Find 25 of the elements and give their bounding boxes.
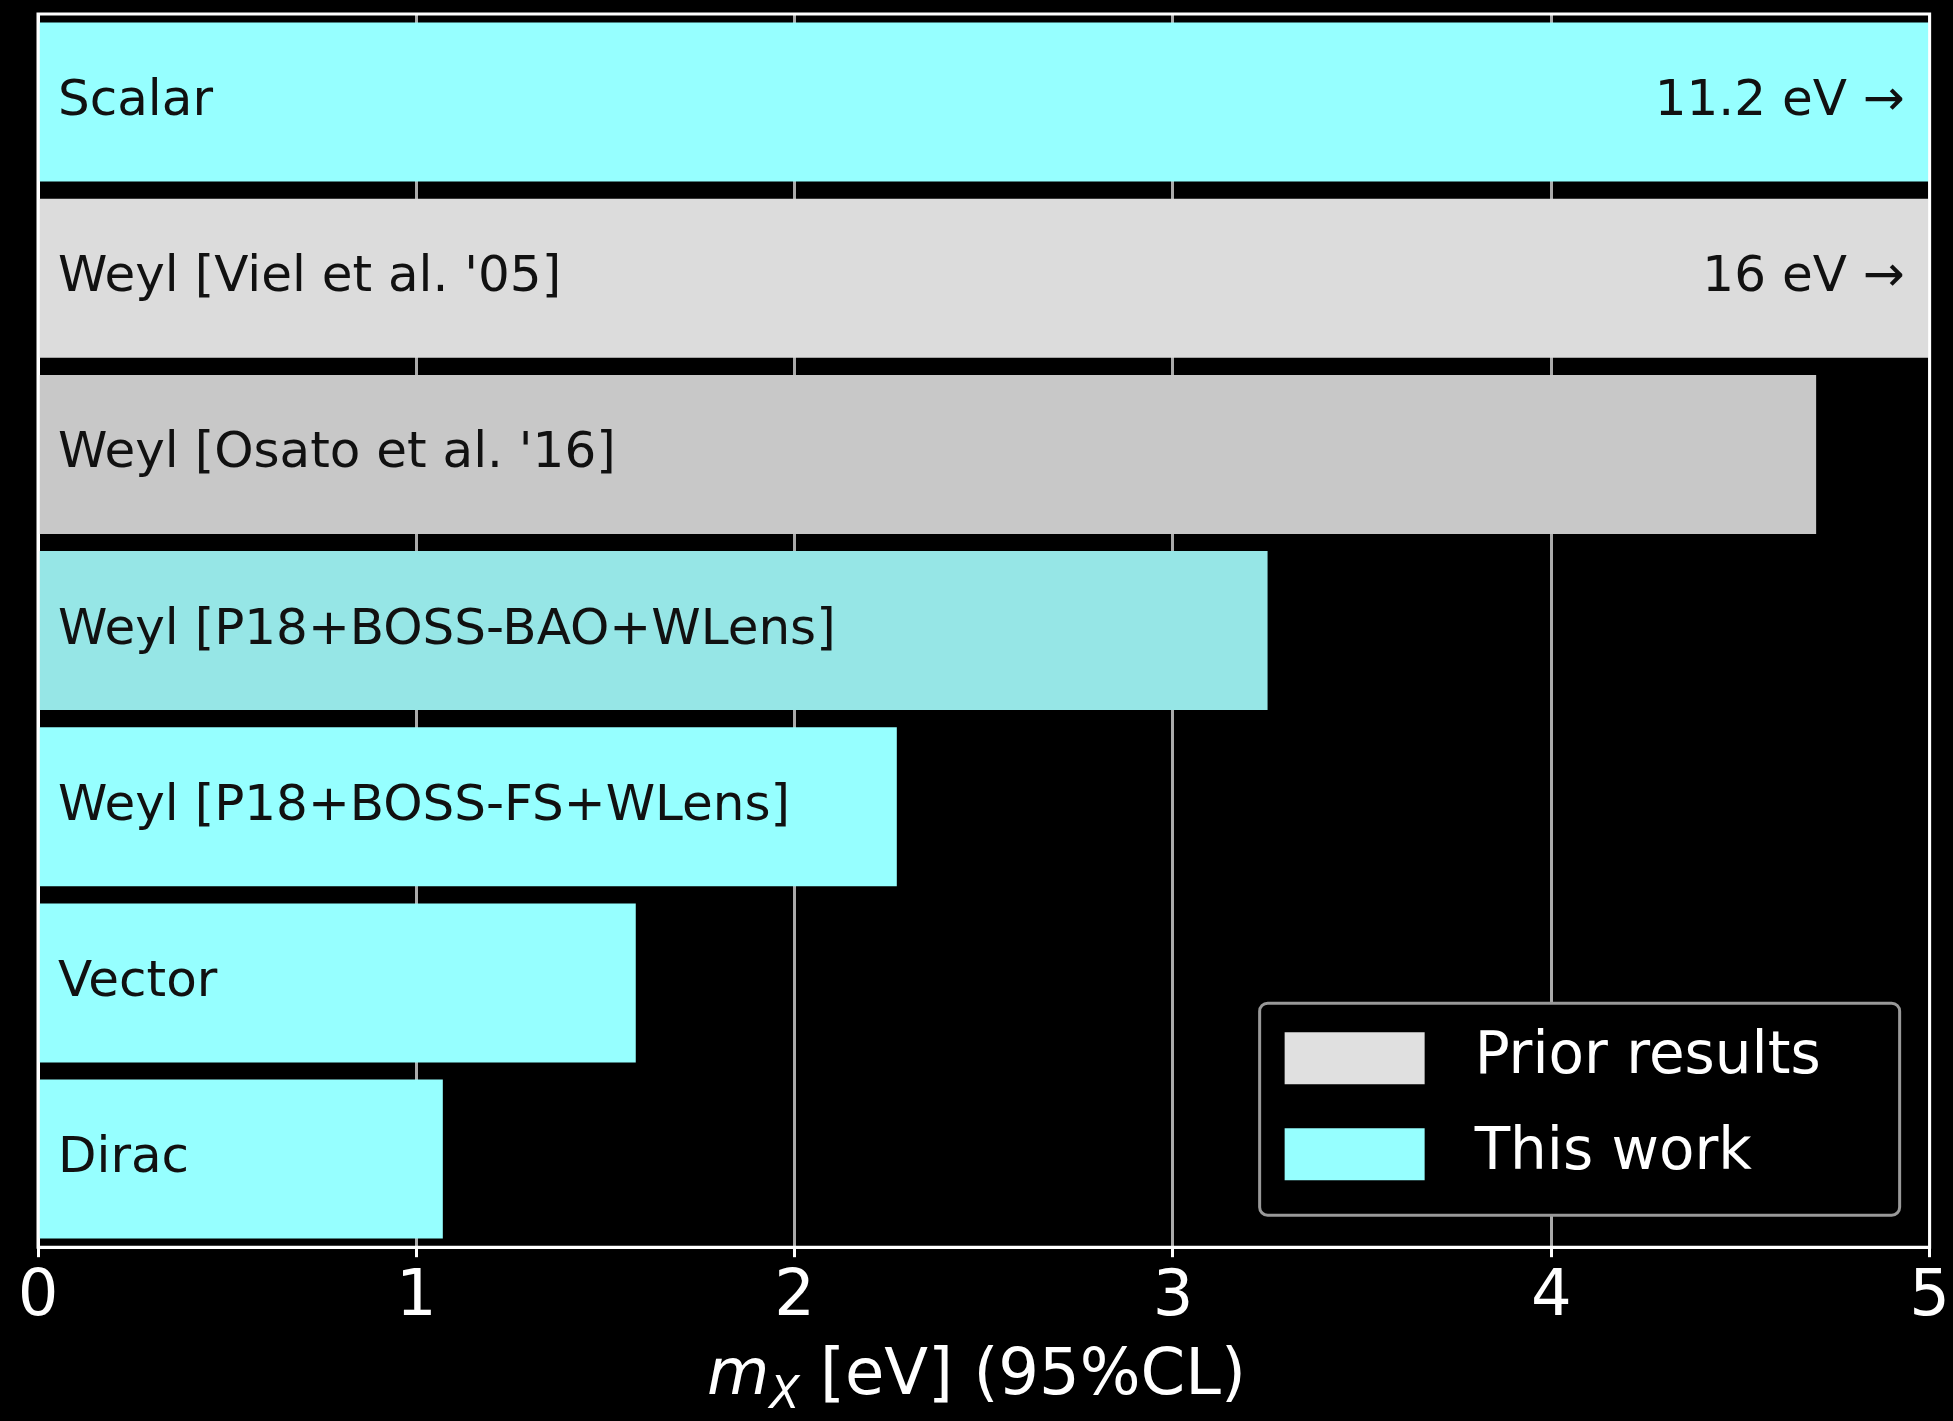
- x-tick-label: 2: [774, 1256, 816, 1331]
- y-tick-label: Dirac: [58, 1126, 190, 1185]
- x-tick-label: 1: [395, 1256, 437, 1331]
- bar: [39, 727, 897, 887]
- legend-label: This work: [1473, 1115, 1753, 1184]
- x-axis-title: m$_{X}$ [eV] (95%CL): [706, 1335, 1247, 1418]
- legend-label: Prior results: [1474, 1019, 1821, 1088]
- y-tick-label: Weyl [P18+BOSS-FS+WLens]: [58, 773, 791, 832]
- bar: [39, 1079, 443, 1239]
- annotation: 16 eV →: [1702, 245, 1905, 304]
- y-tick-label: Weyl [Osato et al. '16]: [58, 421, 616, 480]
- x-tick-label: 4: [1530, 1256, 1572, 1331]
- x-tick-label: 0: [17, 1256, 59, 1331]
- bar: [39, 903, 636, 1063]
- y-tick-label: Weyl [Viel et al. '05]: [58, 245, 562, 304]
- bar: [39, 551, 1268, 711]
- y-tick-label: Scalar: [58, 69, 214, 128]
- bar: [39, 22, 1930, 182]
- y-tick-label: Vector: [58, 949, 218, 1008]
- x-tick-label: 5: [1909, 1256, 1950, 1331]
- annotation: 11.2 eV →: [1654, 69, 1905, 128]
- bar: [39, 198, 1930, 358]
- y-tick-label: Weyl [P18+BOSS-BAO+WLens]: [58, 597, 836, 656]
- bar: [39, 374, 1817, 534]
- x-tick-label: 3: [1152, 1256, 1194, 1331]
